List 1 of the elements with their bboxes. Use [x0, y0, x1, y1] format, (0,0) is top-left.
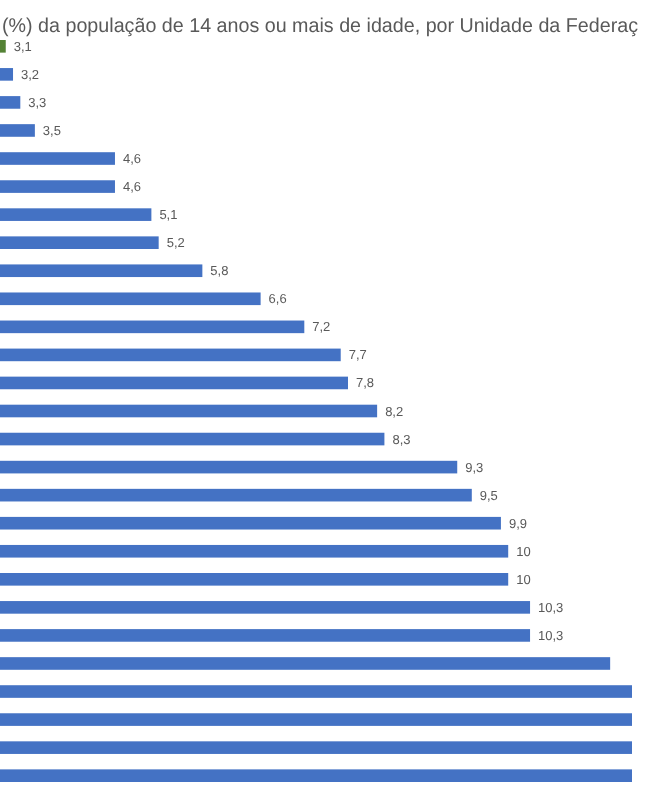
chart-title: (%) da população de 14 anos ou mais de idade, por Unidade da Federaç: [2, 16, 648, 38]
